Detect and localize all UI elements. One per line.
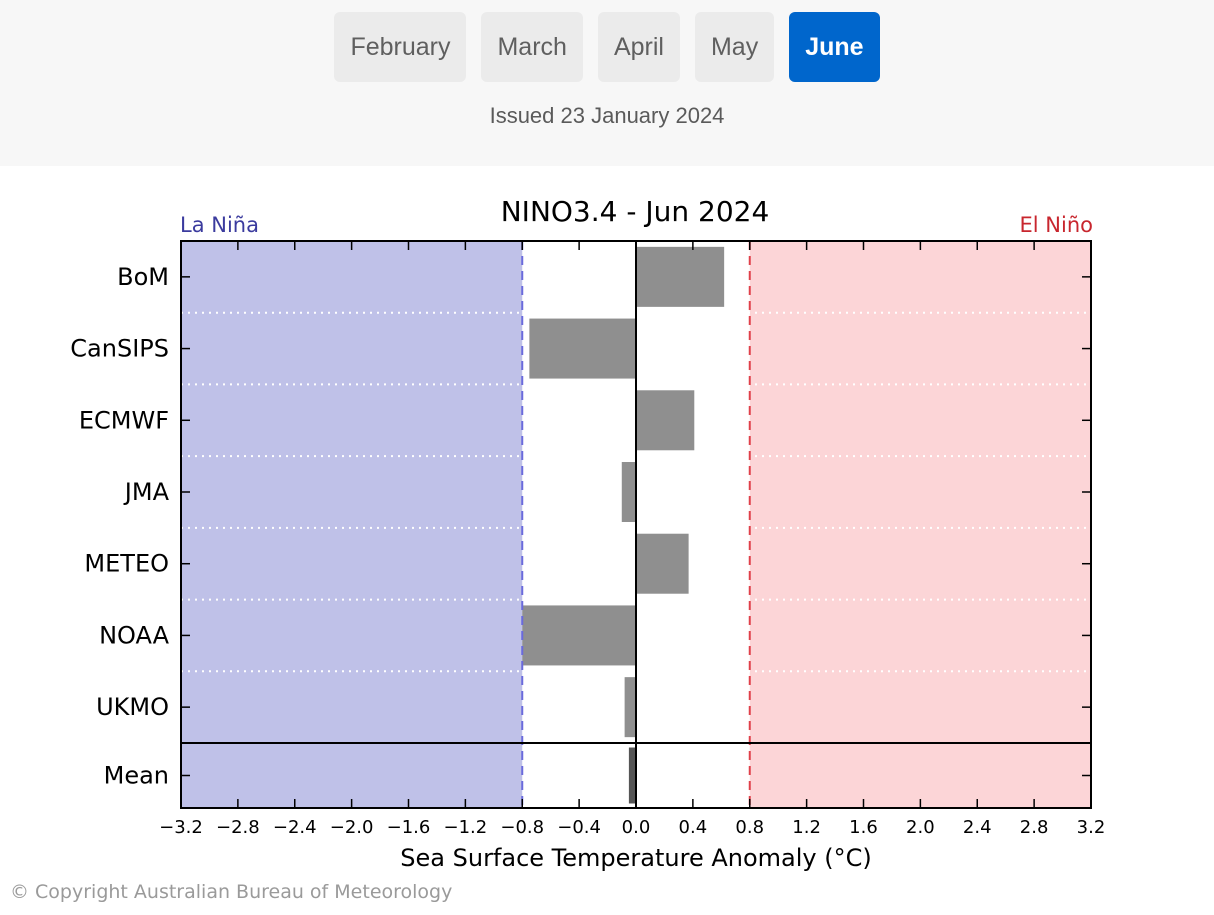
category-label: JMA [123,478,170,506]
x-tick-label: −2.4 [273,817,317,838]
la-nina-label: La Niña [180,213,259,237]
category-label: UKMO [96,693,169,721]
category-label: METEO [84,550,169,578]
bar-cansips [529,318,636,379]
la-nina-region [181,241,523,808]
bar-mean [628,747,636,804]
x-tick-label: −1.6 [387,817,431,838]
x-axis-label: Sea Surface Temperature Anomaly (°C) [400,844,871,872]
x-tick-label: 2.4 [963,817,992,838]
month-selector-panel: February March April May June Issued 23 … [0,0,1214,166]
x-tick-label: 1.6 [849,817,878,838]
el-nino-region [749,241,1091,808]
category-label: NOAA [99,621,170,649]
x-tick-label: −2.0 [330,817,374,838]
category-label: ECMWF [79,406,169,434]
x-tick-label: 1.2 [792,817,821,838]
x-tick-label: −3.2 [159,817,203,838]
chart-title: NINO3.4 - Jun 2024 [501,195,770,228]
bar-meteo [636,533,689,594]
category-label: BoM [117,263,169,291]
x-tick-label: −2.8 [216,817,260,838]
bar-noaa [522,605,636,666]
x-tick-label: 3.2 [1077,817,1106,838]
x-tick-label: −1.2 [444,817,488,838]
x-tick-label: −0.4 [557,817,601,838]
x-tick-label: 2.0 [906,817,935,838]
bar-bom [636,246,725,307]
category-label: Mean [104,762,169,790]
x-tick-label: 0.8 [735,817,764,838]
tab-may[interactable]: May [694,12,775,82]
tab-june[interactable]: June [789,12,880,82]
chart-svg: −3.2 −2.8 −2.4 −2.0 −1.6 −1.2 −0.8 −0.4 0.0 0.4 0.… [70,195,1106,872]
category-label: CanSIPS [70,335,169,363]
bar-ecmwf [636,390,695,451]
month-tabs: February March April May June [0,12,1214,82]
x-tick-label: 0.0 [622,817,651,838]
el-nino-label: El Niño [1020,213,1093,237]
x-tick-label: 2.8 [1020,817,1049,838]
tab-april[interactable]: April [597,12,680,82]
tab-february[interactable]: February [334,12,467,82]
copyright-notice: © Copyright Australian Bureau of Meteoro… [10,881,453,903]
bar-ukmo [624,677,636,738]
x-tick-label: −0.8 [500,817,544,838]
nino-chart: −3.2 −2.8 −2.4 −2.0 −1.6 −1.2 −0.8 −0.4 0.0 0.4 0.… [0,166,1214,915]
bar-jma [621,462,636,522]
x-tick-label: 0.4 [679,817,708,838]
tab-march[interactable]: March [481,12,583,82]
issued-date: Issued 23 January 2024 [489,103,725,128]
